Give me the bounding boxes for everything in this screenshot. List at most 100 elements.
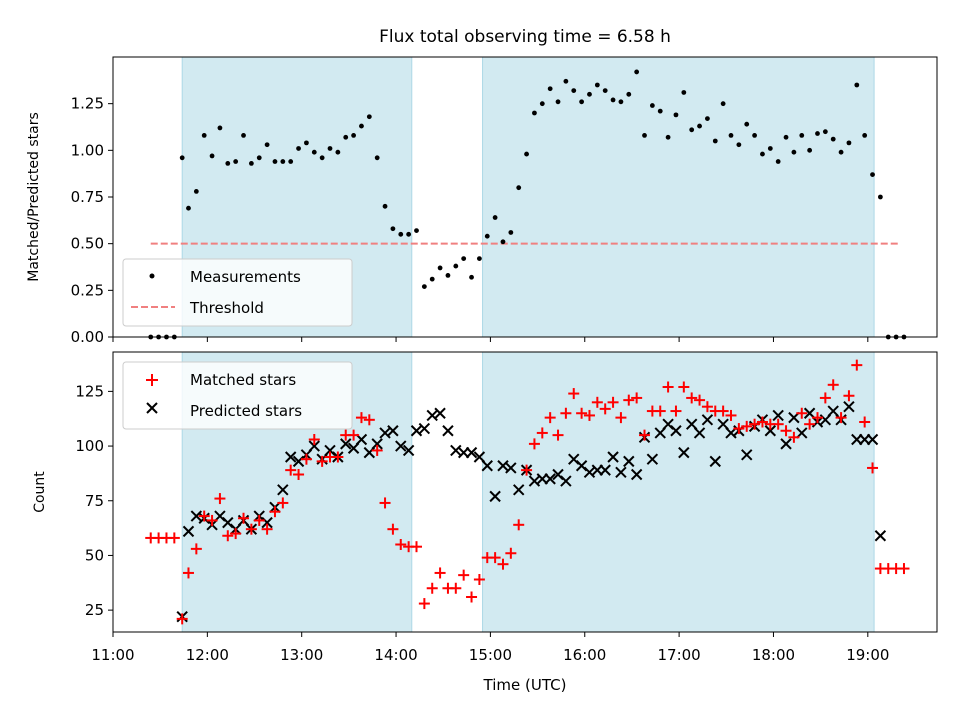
- predicted-star-point: [481, 460, 493, 472]
- matched-star-point: [206, 514, 218, 526]
- measurement-point: [398, 231, 404, 237]
- matched-star-point: [285, 464, 297, 476]
- count-x-axis-ticks: 11:00 12:00 13:00 14:00 15:00 16:00 17:00 18:00…: [91, 632, 889, 664]
- matched-star-point: [686, 392, 698, 404]
- measurement-point: [437, 265, 443, 271]
- measurement-point: [335, 149, 341, 155]
- matched-star-point: [835, 412, 847, 424]
- x-tick-label: 17:00: [657, 646, 700, 664]
- matched-star-point: [316, 455, 328, 467]
- measurement-point: [822, 129, 828, 135]
- measurement-point: [870, 172, 875, 178]
- predicted-star-point: [796, 427, 808, 439]
- measurement-point: [815, 131, 820, 136]
- matched-legend-marker: [146, 374, 158, 386]
- measurement-point: [673, 112, 679, 118]
- measurement-point: [421, 284, 427, 289]
- predicted-star-point: [599, 464, 611, 476]
- matched-star-point: [395, 539, 407, 550]
- matched-star-point: [458, 569, 470, 581]
- matched-star-point: [176, 613, 188, 625]
- matched-star-point: [631, 392, 643, 404]
- matched-star-point: [591, 396, 603, 408]
- matched-star-point: [662, 381, 674, 393]
- ratio-legend: Measurements Threshold: [122, 258, 353, 327]
- matched-star-point: [623, 394, 635, 406]
- predicted-star-point: [395, 440, 407, 452]
- predicted-star-point: [340, 438, 352, 450]
- predicted-star-point: [489, 490, 501, 503]
- matched-star-point: [363, 414, 375, 426]
- ratio-x-ticks: [112, 337, 869, 342]
- predicted-star-point: [678, 446, 690, 459]
- measurement-point: [179, 155, 185, 161]
- predicted-star-point: [693, 427, 706, 439]
- measurement-point: [807, 147, 813, 153]
- measurement-point: [225, 161, 231, 166]
- matched-star-point: [804, 418, 816, 430]
- measurement-point: [775, 159, 781, 164]
- predicted-star-point: [513, 484, 525, 496]
- matched-star-point: [355, 412, 367, 424]
- predicted-star-point: [583, 466, 596, 479]
- matched-star-point: [277, 497, 289, 509]
- measurement-point: [390, 226, 396, 232]
- shaded-interval: [482, 351, 875, 633]
- matched-star-point: [796, 407, 808, 419]
- matched-star-point: [230, 528, 242, 540]
- predicted-star-point: [607, 451, 619, 463]
- measurement-point: [469, 274, 474, 280]
- predicted-star-point: [725, 427, 737, 439]
- matched-star-point: [552, 429, 564, 441]
- matched-star-point: [615, 412, 627, 424]
- matched-star-point: [851, 359, 863, 371]
- measurement-point: [854, 82, 860, 88]
- y-tick-label: 0.75: [71, 188, 104, 206]
- measurement-point: [351, 133, 356, 138]
- measurement-point: [508, 230, 514, 235]
- matched-star-point: [843, 390, 855, 402]
- threshold-legend-label: Threshold: [189, 299, 264, 317]
- measurements-legend-marker: [149, 273, 155, 279]
- measurement-point: [382, 203, 388, 209]
- matched-star-point: [788, 431, 800, 443]
- ratio-legend-box: [122, 258, 353, 327]
- measurement-point: [288, 159, 294, 164]
- matched-star-point: [741, 420, 753, 432]
- matched-star-point: [583, 409, 595, 421]
- measurement-point: [728, 133, 734, 138]
- x-tick-label: 19:00: [846, 646, 889, 664]
- measurement-point: [296, 146, 301, 151]
- predicted-star-point: [772, 409, 784, 422]
- matched-star-point: [749, 418, 761, 430]
- measurement-point: [846, 140, 852, 146]
- ratio-y-axis-label: Matched/Predicted stars: [26, 112, 42, 282]
- measurement-point: [272, 159, 278, 164]
- measurement-point: [877, 194, 883, 200]
- measurement-point: [563, 78, 569, 84]
- measurement-point: [712, 138, 718, 144]
- matched-star-point: [410, 541, 422, 553]
- measurement-point: [445, 273, 451, 278]
- measurement-point: [327, 146, 333, 151]
- matched-star-point: [434, 567, 446, 579]
- measurement-point: [406, 231, 412, 237]
- predicted-legend-marker: [146, 402, 158, 414]
- count-panel-frame: [112, 351, 938, 633]
- ratio-panel: 0.00 0.25 0.50 0.75 1.00 1.25 Matched/Predict…: [26, 56, 938, 346]
- measurement-point: [610, 97, 616, 103]
- matched-star-point: [733, 423, 745, 435]
- ratio-y-axis-ticks: 0.00 0.25 0.50 0.75 1.00 1.25: [71, 95, 113, 346]
- y-tick-label: 75: [85, 492, 104, 510]
- matched-star-point: [513, 519, 525, 531]
- matched-star-point: [426, 582, 438, 594]
- y-tick-label: 1.00: [71, 141, 104, 159]
- matched-legend-label: Matched stars: [190, 371, 296, 389]
- count-legend-box: [122, 361, 353, 430]
- matched-star-point: [300, 453, 312, 465]
- matched-star-point: [898, 563, 910, 575]
- measurement-point: [201, 133, 207, 138]
- matched-star-point: [505, 547, 517, 559]
- measurement-point: [760, 151, 765, 157]
- matched-star-point: [521, 464, 533, 476]
